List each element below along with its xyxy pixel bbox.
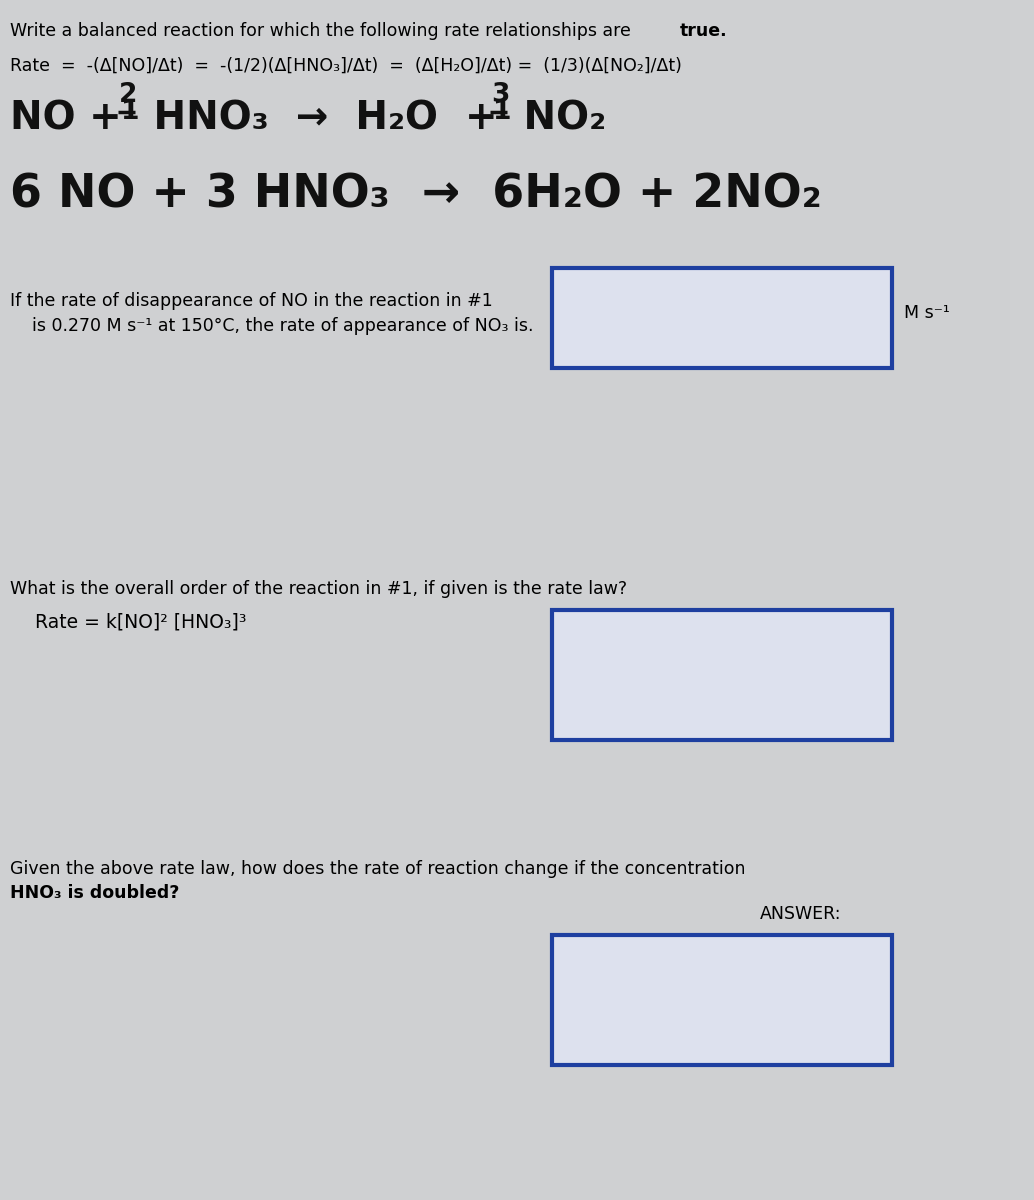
- Text: NO +: NO +: [10, 100, 122, 138]
- Bar: [552, 610, 892, 740]
- Text: Write a balanced reaction for which the following rate relationships are: Write a balanced reaction for which the …: [10, 22, 636, 40]
- Text: HNO₃  →  H₂O  +: HNO₃ → H₂O +: [140, 100, 524, 138]
- Bar: [552, 268, 892, 368]
- Text: M s⁻¹: M s⁻¹: [904, 304, 950, 322]
- Text: 1: 1: [121, 98, 140, 125]
- Text: Rate = k[NO]² [HNO₃]³: Rate = k[NO]² [HNO₃]³: [35, 612, 246, 631]
- Text: 6 NO + 3 HNO₃  →  6H₂O + 2NO₂: 6 NO + 3 HNO₃ → 6H₂O + 2NO₂: [10, 172, 822, 217]
- Text: 2: 2: [119, 82, 138, 108]
- Bar: [552, 935, 892, 1066]
- Text: ANSWER:: ANSWER:: [760, 905, 842, 923]
- Text: 1: 1: [493, 98, 512, 125]
- Text: What is the overall order of the reaction in #1, if given is the rate law?: What is the overall order of the reactio…: [10, 580, 628, 598]
- Text: 3: 3: [491, 82, 510, 108]
- Text: NO₂: NO₂: [510, 100, 606, 138]
- Text: HNO₃ is doubled?: HNO₃ is doubled?: [10, 884, 179, 902]
- Text: If the rate of disappearance of NO in the reaction in #1: If the rate of disappearance of NO in th…: [10, 292, 493, 310]
- Text: Given the above rate law, how does the rate of reaction change if the concentrat: Given the above rate law, how does the r…: [10, 860, 746, 878]
- Text: true.: true.: [680, 22, 728, 40]
- Text: Rate  =  -(Δ[NO]/Δt)  =  -(1/2)(Δ[HNO₃]/Δt)  =  (Δ[H₂O]/Δt) =  (1/3)(Δ[NO₂]/Δt): Rate = -(Δ[NO]/Δt) = -(1/2)(Δ[HNO₃]/Δt) …: [10, 56, 681, 74]
- Text: is 0.270 M s⁻¹ at 150°C, the rate of appearance of NO₃ is.: is 0.270 M s⁻¹ at 150°C, the rate of app…: [10, 317, 534, 335]
